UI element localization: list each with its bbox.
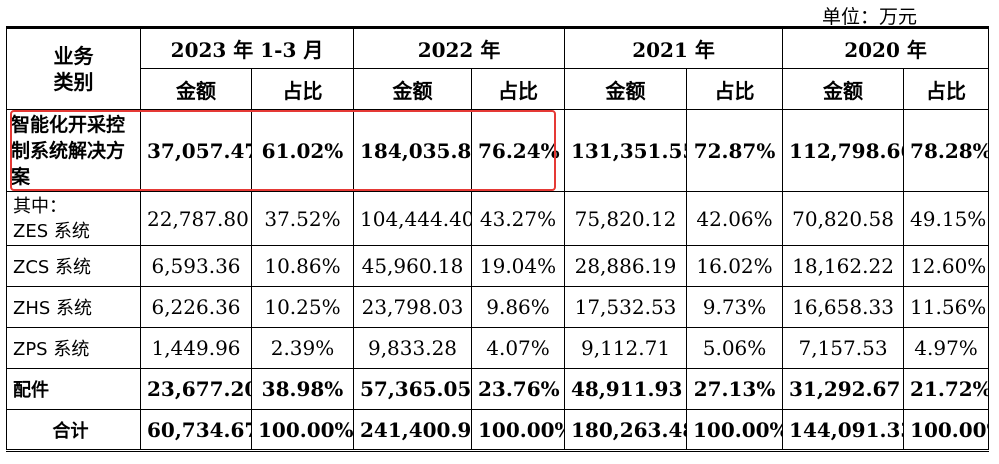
table-row-intelligent-mining: 智能化开采控制系统解决方案 37,057.47 61.02% 184,035.8… [6,109,990,192]
ratio-header: 占比 [251,68,354,110]
table-row-total: 合计 60,734.67 100.00% 241,400.94 100.00% … [6,409,990,451]
cell-ratio: 9.73% [686,286,784,328]
cell-ratio: 37.52% [251,191,354,246]
cell-ratio: 100.00% [686,409,784,451]
cell-amount: 241,400.94 [353,409,472,451]
cell-amount: 9,833.28 [353,327,472,369]
table-row-zps: ZPS 系统 1,449.96 2.39% 9,833.28 4.07% 9,1… [6,327,990,369]
cell-ratio: 5.06% [686,327,784,369]
cell-amount: 144,091.33 [782,409,905,451]
header-row-periods: 业务 类别 2023 年 1-3 月 2022 年 2021 年 2020 年 [6,27,990,110]
cell-amount: 48,911.93 [564,368,688,410]
cell-ratio: 100.00% [470,409,566,451]
cell-ratio: 4.97% [903,327,990,369]
cell-ratio: 9.86% [470,286,566,328]
row-label: 其中： ZES 系统 [6,191,141,246]
cell-amount: 104,444.40 [353,191,472,246]
cell-ratio: 12.60% [903,245,990,287]
period-header: 2022 年 [352,27,566,69]
cell-amount: 28,886.19 [564,245,688,287]
amount-header: 金额 [564,68,688,110]
cell-ratio: 23.76% [470,368,566,410]
revenue-table: 业务 类别 2023 年 1-3 月 2022 年 2021 年 2020 年 … [6,26,990,452]
cell-ratio: 43.27% [470,191,566,246]
cell-amount: 75,820.12 [564,191,688,246]
table-row-parts: 配件 23,677.20 38.98% 57,365.05 23.76% 48,… [6,368,990,410]
cell-amount: 37,057.47 [140,109,252,192]
cell-amount: 6,593.36 [140,245,252,287]
cell-amount: 70,820.58 [782,191,905,246]
cell-ratio: 27.13% [686,368,784,410]
cell-ratio: 100.00% [903,409,990,451]
cell-amount: 1,449.96 [140,327,252,369]
cell-ratio: 21.72% [903,368,990,410]
row-label: 合计 [6,409,141,451]
cell-ratio: 76.24% [470,109,566,192]
cell-ratio: 4.07% [470,327,566,369]
ratio-header: 占比 [903,68,990,110]
cell-amount: 31,292.67 [782,368,905,410]
cell-ratio: 100.00% [251,409,354,451]
ratio-header: 占比 [470,68,566,110]
cell-amount: 45,960.18 [353,245,472,287]
row-label: 智能化开采控制系统解决方案 [6,109,141,192]
cell-ratio: 19.04% [470,245,566,287]
cell-ratio: 38.98% [251,368,354,410]
header-row-metrics: 金额 占比 金额 占比 金额 占比 金额 占比 [7,68,990,110]
cell-amount: 17,532.53 [564,286,688,328]
cell-amount: 57,365.05 [353,368,472,410]
cell-ratio: 49.15% [903,191,990,246]
table-row-zhs: ZHS 系统 6,226.36 10.25% 23,798.03 9.86% 1… [6,286,990,328]
cell-ratio: 11.56% [903,286,990,328]
cell-ratio: 10.25% [251,286,354,328]
cell-amount: 112,798.66 [782,109,905,192]
cell-ratio: 2.39% [251,327,354,369]
table-row-zcs: ZCS 系统 6,593.36 10.86% 45,960.18 19.04% … [6,245,990,287]
unit-label: 单位：万元 [821,6,917,28]
row-label: ZPS 系统 [6,327,141,369]
cell-amount: 16,658.33 [782,286,905,328]
cell-amount: 184,035.89 [353,109,472,192]
cell-ratio: 10.86% [251,245,354,287]
cell-ratio: 16.02% [686,245,784,287]
cell-ratio: 61.02% [251,109,354,192]
amount-header: 金额 [140,68,252,110]
ratio-header: 占比 [686,68,784,110]
cell-amount: 18,162.22 [782,245,905,287]
cell-ratio: 42.06% [686,191,784,246]
row-label: ZCS 系统 [6,245,141,287]
amount-header: 金额 [353,68,472,110]
cell-amount: 22,787.80 [140,191,252,246]
cell-amount: 7,157.53 [782,327,905,369]
cell-amount: 60,734.67 [140,409,252,451]
cell-amount: 131,351.55 [564,109,688,192]
cell-ratio: 72.87% [686,109,784,192]
period-header: 2023 年 1-3 月 [140,27,354,69]
category-header: 业务 类别 [6,27,141,110]
cell-amount: 23,677.20 [140,368,252,410]
cell-amount: 9,112.71 [564,327,688,369]
table-row-zes: 其中： ZES 系统 22,787.80 37.52% 104,444.40 4… [6,191,990,246]
row-label: ZHS 系统 [6,286,141,328]
amount-header: 金额 [782,68,905,110]
row-label: 配件 [6,368,141,410]
cell-amount: 6,226.36 [140,286,252,328]
cell-ratio: 78.28% [903,109,990,192]
cell-amount: 180,263.48 [564,409,688,451]
period-header: 2020 年 [782,27,990,69]
cell-amount: 23,798.03 [353,286,472,328]
period-header: 2021 年 [564,27,784,69]
